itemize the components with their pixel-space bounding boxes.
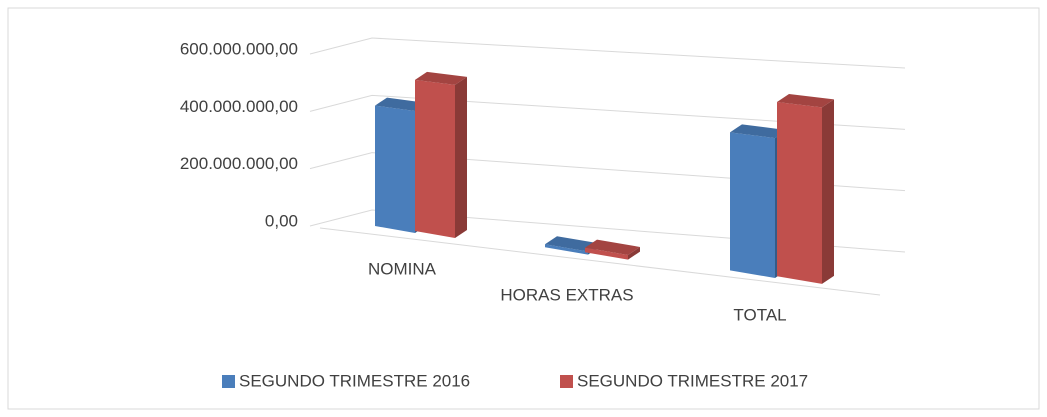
bar-front — [545, 244, 588, 255]
grid-line — [309, 37, 906, 69]
bar — [415, 71, 467, 238]
bar-front — [375, 105, 415, 233]
x-tick-label: NOMINA — [368, 259, 437, 278]
bar-top — [777, 94, 834, 108]
x-tick-label: TOTAL — [733, 305, 786, 324]
grid-line — [309, 152, 906, 192]
legend-label: SEGUNDO TRIMESTRE 2016 — [239, 371, 470, 390]
grid-line — [309, 94, 906, 130]
y-tick-label: 400.000.000,00 — [180, 97, 298, 116]
y-tick-label: 200.000.000,00 — [180, 154, 298, 173]
bar — [777, 94, 834, 284]
bar-side — [822, 99, 834, 284]
legend-swatch — [222, 375, 235, 388]
bar-front — [415, 79, 455, 238]
bar-top — [375, 97, 427, 111]
bar-front — [730, 132, 775, 278]
x-tick-label: HORAS EXTRAS — [500, 285, 633, 304]
bar-top — [585, 239, 640, 255]
bar-front — [585, 247, 628, 260]
legend-label: SEGUNDO TRIMESTRE 2017 — [577, 371, 808, 390]
grid-line — [309, 209, 906, 253]
bar-front — [777, 102, 822, 284]
floor-edge — [319, 227, 881, 296]
bar — [585, 239, 640, 260]
legend-swatch — [560, 375, 573, 388]
y-tick-label: 0,00 — [265, 211, 298, 230]
chart-frame — [7, 7, 1040, 410]
y-tick-label: 600.000.000,00 — [180, 39, 298, 58]
bar-side — [628, 246, 640, 260]
bar-top — [730, 124, 787, 139]
bar-top — [415, 71, 467, 85]
bar-side — [455, 76, 467, 238]
